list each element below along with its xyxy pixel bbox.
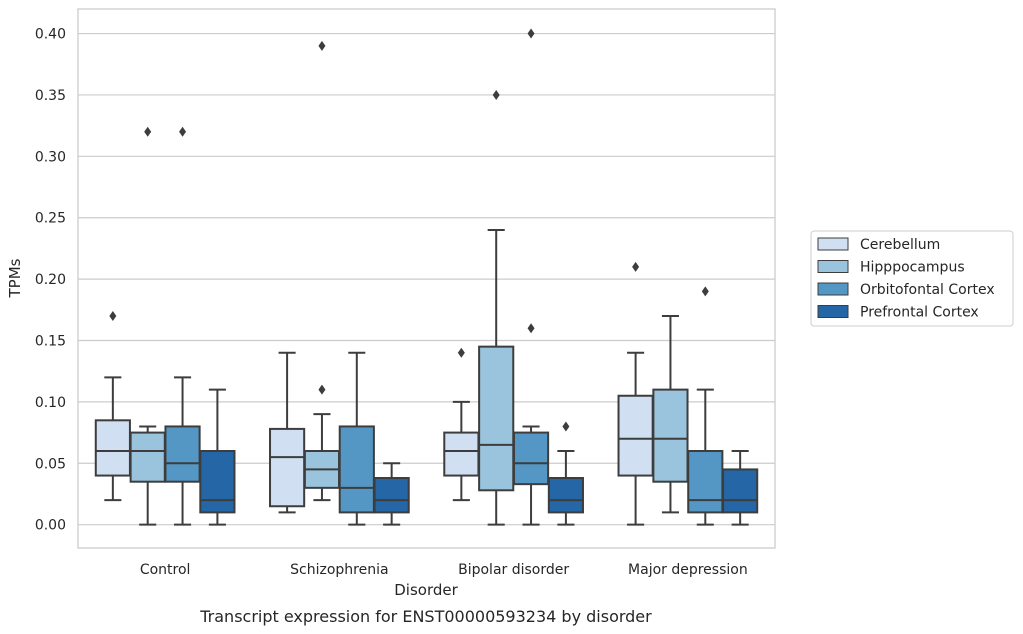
iqr-box	[547, 477, 584, 514]
iqr-box	[338, 425, 375, 514]
box-cerebellum	[269, 351, 306, 514]
outlier-point	[109, 310, 117, 321]
iqr-box	[722, 468, 759, 514]
x-axis-label: Disorder	[394, 581, 458, 599]
outlier-point	[492, 89, 500, 100]
legend-label: Cerebellum	[860, 237, 940, 253]
box-orbitofontal-cortex	[512, 28, 550, 526]
y-tick-label: 0.05	[35, 456, 66, 472]
box-cerebellum	[443, 347, 480, 502]
y-tick-label: 0.30	[35, 149, 66, 165]
box-orbitofontal-cortex	[687, 286, 724, 526]
box-prefrontal-cortex	[199, 388, 236, 526]
box-prefrontal-cortex	[373, 462, 410, 526]
outlier-point	[457, 347, 465, 358]
y-tick-label: 0.35	[35, 88, 66, 104]
box-cerebellum	[94, 310, 131, 502]
box-hipppocampus	[652, 314, 689, 514]
box-prefrontal-cortex	[547, 421, 584, 526]
chart-caption: Transcript expression for ENST0000059323…	[199, 607, 652, 626]
y-axis-ticks: 0.00 0.05 0.10 0.15 0.20 0.25 0.30 0.35 0.40	[35, 27, 66, 534]
x-tick-label: Control	[140, 562, 191, 578]
iqr-box	[512, 431, 550, 486]
y-tick-label: 0.40	[35, 27, 66, 43]
y-axis-label: TPMs	[6, 258, 24, 298]
legend-label: Prefrontal Cortex	[860, 305, 979, 321]
box-hipppocampus	[303, 40, 341, 502]
outlier-point	[527, 323, 535, 334]
x-tick-label: Major depression	[628, 562, 748, 578]
legend-swatch	[817, 237, 849, 251]
y-tick-label: 0.25	[35, 211, 66, 227]
x-tick-label: Schizophrenia	[290, 562, 388, 578]
iqr-box	[617, 394, 654, 477]
legend-swatch	[817, 260, 849, 273]
legend-frame	[810, 230, 1014, 327]
box-hipppocampus	[478, 89, 515, 526]
box-groups	[94, 28, 759, 526]
iqr-box	[94, 419, 131, 477]
box-cerebellum	[617, 261, 654, 526]
legend-label: Hipppocampus	[860, 260, 965, 276]
plot-frame	[77, 8, 776, 549]
y-tick-label: 0.10	[35, 395, 66, 411]
iqr-box	[652, 388, 689, 483]
iqr-box	[199, 450, 236, 514]
outlier-point	[318, 40, 326, 51]
x-axis-ticks: Control Schizophrenia Bipolar disorder Majo…	[140, 562, 748, 578]
y-tick-label: 0.15	[35, 334, 66, 350]
legend-label: Orbitofontal Cortex	[860, 282, 995, 298]
outlier-point	[701, 286, 709, 297]
outlier-point	[318, 384, 326, 395]
iqr-box	[687, 450, 724, 514]
outlier-point	[632, 261, 640, 272]
grid-lines	[78, 32, 775, 526]
y-tick-label: 0.20	[35, 272, 66, 288]
iqr-box	[269, 427, 306, 508]
box-prefrontal-cortex	[722, 450, 759, 526]
outlier-point	[144, 126, 152, 137]
outlier-point	[179, 126, 187, 137]
iqr-box	[373, 477, 410, 514]
outlier-point	[527, 28, 535, 39]
iqr-box	[164, 425, 201, 483]
iqr-box	[443, 431, 480, 477]
legend: Cerebellum Hipppocampus Orbitofontal Corte…	[810, 230, 1014, 327]
y-tick-label: 0.00	[35, 518, 66, 534]
iqr-box	[478, 345, 515, 492]
x-tick-label: Bipolar disorder	[458, 562, 569, 578]
iqr-box	[129, 431, 166, 483]
outlier-point	[562, 421, 570, 432]
box-orbitofontal-cortex	[338, 351, 375, 526]
legend-swatch	[817, 305, 849, 318]
legend-swatch	[817, 282, 849, 296]
